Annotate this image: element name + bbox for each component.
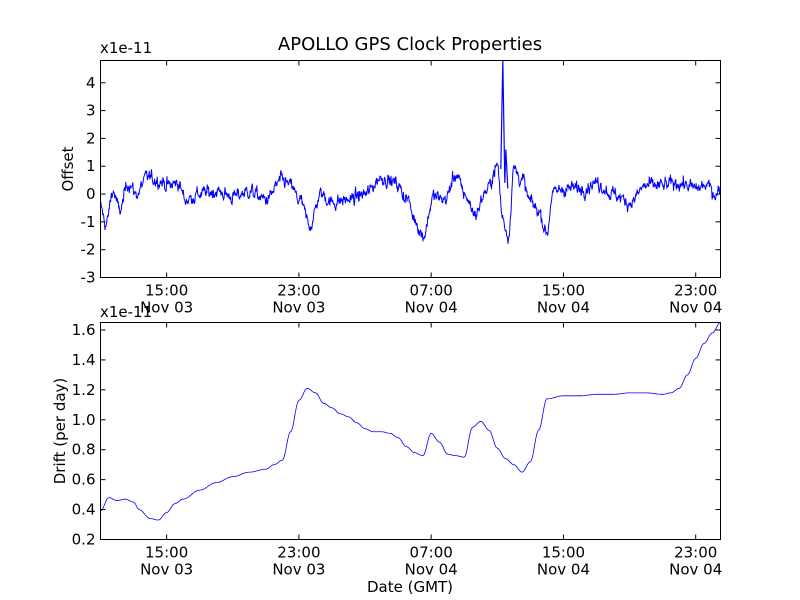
drift-xtick-date: Nov 03 bbox=[272, 561, 325, 579]
offset-scale-label: x1e-11 bbox=[100, 39, 152, 57]
drift-xtick-date: Nov 04 bbox=[405, 561, 458, 579]
chart-title: APOLLO GPS Clock Properties bbox=[278, 34, 542, 55]
offset-ytick-label: -2 bbox=[81, 241, 96, 259]
drift-xtick-date: Nov 03 bbox=[140, 561, 193, 579]
drift-ytick-label: 0.8 bbox=[72, 441, 96, 459]
drift-series-line bbox=[100, 322, 721, 521]
offset-xtick-time: 15:00 bbox=[145, 282, 188, 300]
offset-series bbox=[100, 60, 721, 244]
drift-ytick-label: 1.0 bbox=[72, 411, 96, 429]
drift-panel: x1e-11 Drift (per day) Date (GMT) 0.2 0.4… bbox=[51, 303, 722, 596]
drift-ytick-label: 1.2 bbox=[72, 381, 96, 399]
offset-xtick-date: Nov 04 bbox=[537, 299, 590, 317]
drift-ytick-label: 1.4 bbox=[72, 351, 96, 369]
drift-xtick-time: 07:00 bbox=[410, 544, 453, 562]
drift-xtick-time: 15:00 bbox=[145, 544, 188, 562]
offset-y-axis-label: Offset bbox=[59, 146, 77, 191]
drift-xtick-time: 23:00 bbox=[277, 544, 320, 562]
drift-xtick-date: Nov 04 bbox=[537, 561, 590, 579]
drift-axes-frame bbox=[100, 322, 721, 540]
offset-ytick-label: -1 bbox=[81, 213, 96, 231]
offset-ytick-label: 1 bbox=[86, 157, 96, 175]
offset-ytick-label: 3 bbox=[86, 102, 96, 120]
drift-scale-label: x1e-11 bbox=[100, 303, 152, 321]
drift-xtick-date: Nov 04 bbox=[669, 561, 722, 579]
offset-panel: APOLLO GPS Clock Properties x1e-11 Offse… bbox=[59, 34, 722, 317]
x-axis-label: Date (GMT) bbox=[367, 578, 453, 596]
drift-series bbox=[100, 322, 721, 521]
offset-ytick-label: -3 bbox=[81, 269, 96, 287]
drift-ytick-label: 0.6 bbox=[72, 471, 96, 489]
offset-xtick-date: Nov 04 bbox=[669, 299, 722, 317]
offset-xtick-time: 07:00 bbox=[410, 282, 453, 300]
offset-ytick-label: 4 bbox=[86, 74, 96, 92]
offset-xtick-date: Nov 03 bbox=[272, 299, 325, 317]
drift-ytick-label: 0.2 bbox=[72, 531, 96, 549]
drift-ytick-label: 1.6 bbox=[72, 321, 96, 339]
offset-spike-mark bbox=[500, 60, 509, 189]
drift-ytick-label: 0.4 bbox=[72, 501, 96, 519]
offset-series-line bbox=[100, 162, 721, 244]
offset-ytick-label: 0 bbox=[86, 185, 96, 203]
offset-ytick-label: 2 bbox=[86, 129, 96, 147]
drift-xtick-time: 23:00 bbox=[674, 544, 717, 562]
offset-xtick-date: Nov 03 bbox=[140, 299, 193, 317]
offset-axes-frame bbox=[100, 60, 721, 278]
offset-xtick-time: 15:00 bbox=[542, 282, 585, 300]
drift-y-axis-label: Drift (per day) bbox=[51, 378, 69, 485]
offset-xtick-date: Nov 04 bbox=[405, 299, 458, 317]
offset-xtick-time: 23:00 bbox=[277, 282, 320, 300]
offset-xtick-time: 23:00 bbox=[674, 282, 717, 300]
drift-xtick-time: 15:00 bbox=[542, 544, 585, 562]
